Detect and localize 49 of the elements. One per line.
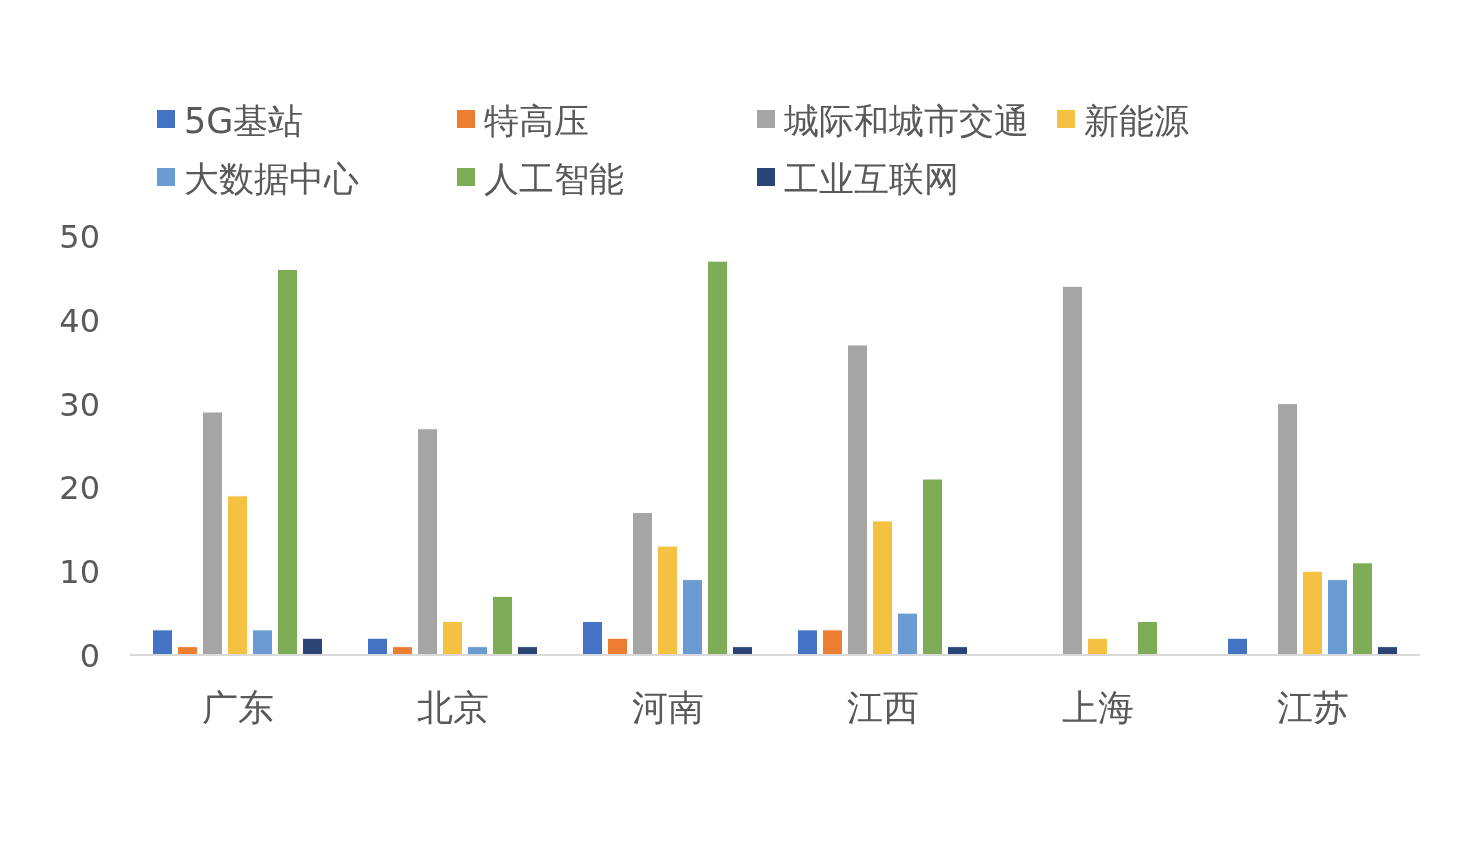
bar bbox=[367, 637, 388, 656]
bar bbox=[152, 629, 173, 656]
bar bbox=[922, 478, 943, 656]
y-tick-label: 10 bbox=[59, 553, 100, 592]
bar bbox=[582, 620, 603, 656]
bar bbox=[302, 637, 323, 656]
legend-label: 新能源 bbox=[1084, 101, 1189, 141]
x-tick-label: 江苏 bbox=[1276, 687, 1349, 728]
legend-label: 人工智能 bbox=[484, 159, 624, 199]
bar bbox=[872, 520, 893, 656]
bar bbox=[1302, 570, 1323, 656]
bar bbox=[1277, 403, 1298, 656]
y-tick-label: 30 bbox=[59, 385, 100, 424]
y-tick-label: 50 bbox=[59, 218, 100, 256]
bar bbox=[657, 545, 678, 656]
bar bbox=[607, 637, 628, 656]
bar bbox=[847, 344, 868, 656]
bar bbox=[227, 495, 248, 656]
bar bbox=[897, 612, 918, 656]
x-tick-label: 上海 bbox=[1061, 687, 1134, 728]
bar bbox=[417, 428, 438, 656]
x-tick-label: 广东 bbox=[201, 687, 274, 728]
bar bbox=[1062, 285, 1083, 656]
legend-label: 工业互联网 bbox=[784, 159, 959, 199]
legend-label: 大数据中心 bbox=[184, 159, 359, 199]
bar bbox=[707, 260, 728, 656]
bar bbox=[252, 629, 273, 656]
bar bbox=[822, 629, 843, 656]
legend-label: 城际和城市交通 bbox=[783, 101, 1029, 141]
x-tick-label: 河南 bbox=[631, 687, 704, 728]
x-tick-label: 北京 bbox=[416, 687, 489, 728]
x-tick-label: 江西 bbox=[846, 687, 919, 728]
bar bbox=[202, 411, 223, 656]
y-tick-label: 0 bbox=[79, 637, 100, 675]
bar bbox=[1327, 579, 1348, 656]
legend-label: 特高压 bbox=[484, 101, 589, 141]
bar bbox=[442, 620, 463, 656]
bar bbox=[1227, 637, 1248, 656]
bar bbox=[492, 595, 513, 656]
bar bbox=[632, 512, 653, 656]
bar bbox=[1352, 562, 1373, 656]
y-tick-label: 20 bbox=[59, 469, 100, 508]
bar bbox=[1087, 637, 1108, 656]
bar bbox=[797, 629, 818, 656]
bar bbox=[1137, 620, 1158, 656]
legend-label: 5G基站 bbox=[184, 101, 304, 141]
bar bbox=[277, 269, 298, 656]
bar bbox=[682, 579, 703, 656]
y-tick-label: 40 bbox=[59, 301, 100, 340]
